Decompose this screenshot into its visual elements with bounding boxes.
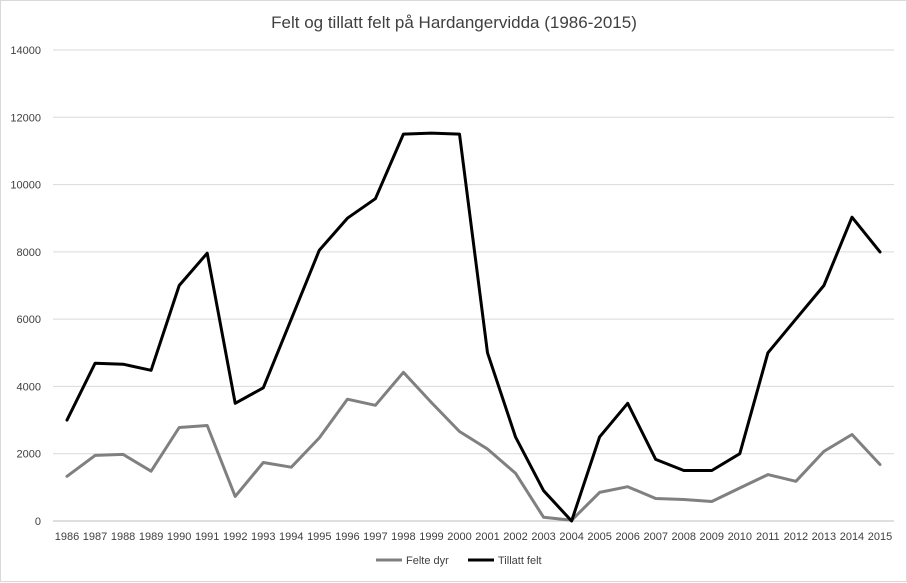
x-tick-label: 1996	[335, 531, 359, 543]
x-tick-label: 2001	[475, 531, 499, 543]
x-tick-label: 2013	[812, 531, 836, 543]
x-tick-label: 2010	[728, 531, 752, 543]
x-tick-label: 2008	[672, 531, 696, 543]
legend-label: Felte dyr	[406, 555, 449, 567]
x-tick-label: 2011	[756, 531, 780, 543]
x-tick-label: 1995	[307, 531, 331, 543]
series-line-tillatt-felt	[65, 131, 882, 523]
x-tick-label: 2005	[587, 531, 611, 543]
x-tick-label: 1990	[167, 531, 191, 543]
x-tick-label: 1986	[55, 531, 79, 543]
x-tick-label: 2015	[868, 531, 892, 543]
x-tick-label: 1997	[363, 531, 387, 543]
chart-title: Felt og tillatt felt på Hardangervidda (…	[271, 13, 637, 32]
x-tick-label: 1991	[195, 531, 219, 543]
x-tick-label: 1987	[83, 531, 107, 543]
x-tick-label: 2002	[503, 531, 527, 543]
y-tick-label: 6000	[17, 314, 41, 326]
x-tick-label: 1988	[111, 531, 135, 543]
y-tick-label: 8000	[17, 247, 41, 259]
y-tick-label: 12000	[10, 112, 41, 124]
x-tick-label: 2003	[531, 531, 555, 543]
y-tick-label: 0	[35, 516, 41, 528]
x-tick-label: 2014	[840, 531, 864, 543]
x-tick-label: 2012	[784, 531, 808, 543]
x-tick-label: 2007	[643, 531, 667, 543]
x-tick-label: 1993	[251, 531, 275, 543]
x-tick-label: 1994	[279, 531, 303, 543]
x-tick-label: 1992	[223, 531, 247, 543]
x-tick-label: 2004	[559, 531, 583, 543]
series-line-felte-dyr	[65, 370, 882, 522]
y-tick-label: 14000	[10, 45, 41, 57]
x-tick-label: 1989	[139, 531, 163, 543]
x-tick-label: 2000	[447, 531, 471, 543]
x-tick-label: 2006	[615, 531, 639, 543]
x-tick-label: 1998	[391, 531, 415, 543]
y-tick-label: 10000	[10, 180, 41, 192]
y-tick-label: 2000	[17, 449, 41, 461]
x-tick-label: 2009	[700, 531, 724, 543]
x-tick-label: 1999	[419, 531, 443, 543]
y-tick-label: 4000	[17, 381, 41, 393]
legend-label: Tillatt felt	[498, 555, 542, 567]
